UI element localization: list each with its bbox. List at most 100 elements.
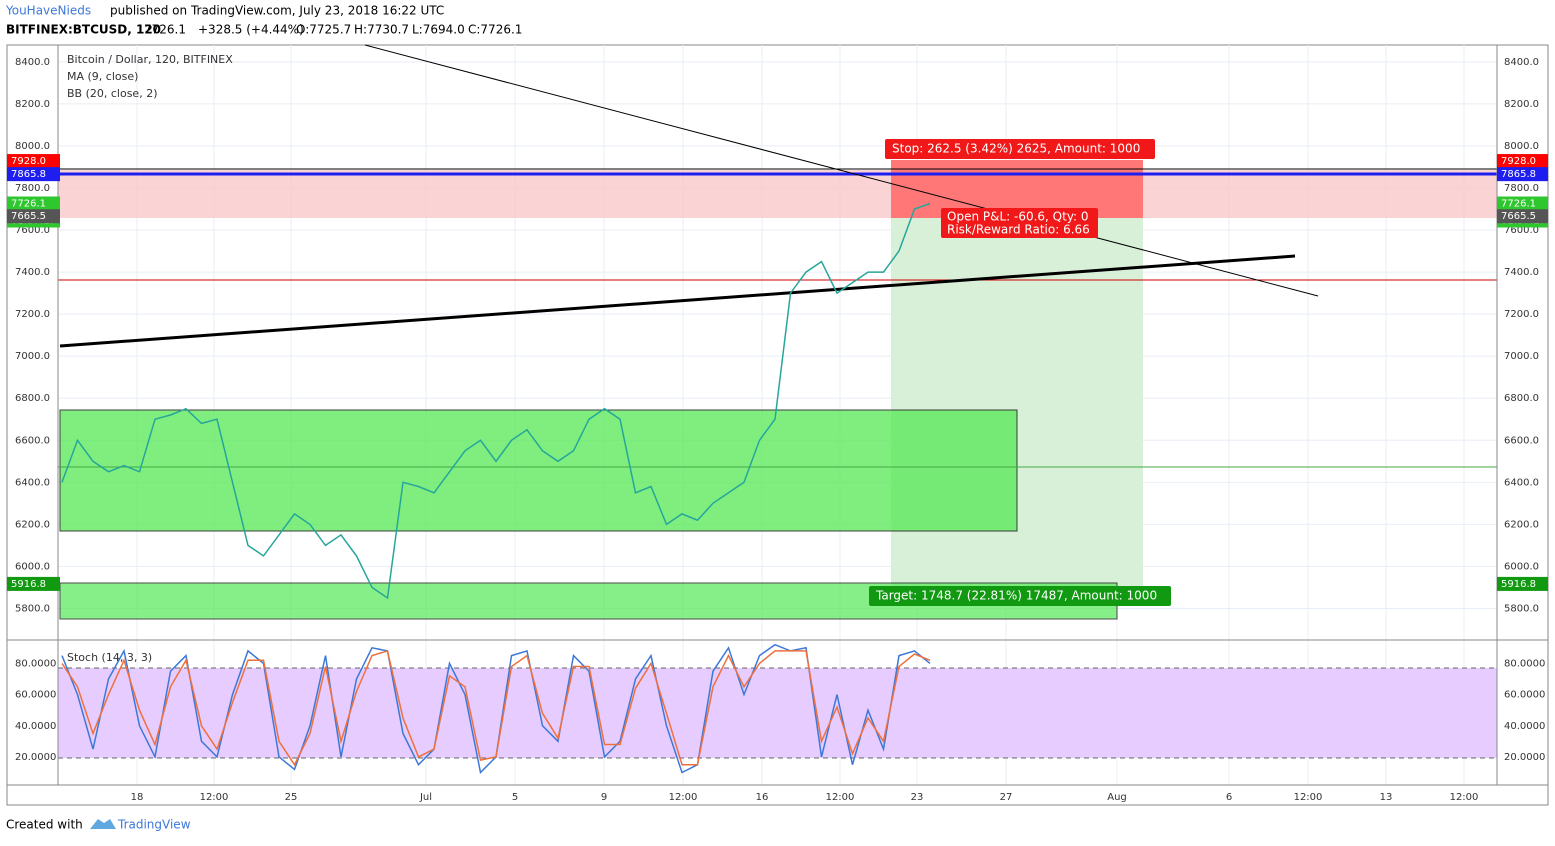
trend-line [59,254,1296,348]
y-tick-label: 7400.0 [15,267,50,278]
stop-label: Stop: 262.5 (3.42%) 2625, Amount: 1000 [892,142,1140,156]
x-tick-label: 13 [1380,792,1393,803]
price-tag [7,196,60,211]
last: 7726.1 [144,23,186,37]
trend-line [364,44,1319,297]
stoch-title: Stoch (14, 3, 3) [67,651,152,664]
rr-label: Risk/Reward Ratio: 6.66 [947,223,1090,237]
x-tick-label: 16 [756,792,769,803]
price-tag [1497,209,1548,224]
y-tick-label: 8400.0 [1504,57,1539,68]
open: O:7725.7 [296,23,351,37]
x-tick-label: 12:00 [1294,792,1323,803]
y-tick-label: 60.0000 [1504,690,1545,701]
price-tag-label: 7865.8 [1501,169,1536,180]
y-tick-label: 6200.0 [15,519,50,530]
target-label: Target: 1748.7 (22.81%) 17487, Amount: 1… [875,589,1157,603]
published: published on TradingView.com, July 23, 2… [110,4,444,18]
y-tick-label: 7000.0 [1504,351,1539,362]
y-tick-label: 20.0000 [1504,752,1545,763]
price-tag-label: 7865.8 [11,169,46,180]
y-tick-label: 6600.0 [1504,435,1539,446]
x-tick-label: 12:00 [200,792,229,803]
close: C:7726.1 [468,23,522,37]
x-tick-label: 27 [1000,792,1013,803]
legend: MA (9, close) [67,70,138,83]
y-tick-label: 8200.0 [15,99,50,110]
y-tick-label: 7600.0 [15,225,50,236]
x-tick-label: 18 [131,792,144,803]
stoch-band [58,668,1497,758]
stop-box [885,139,1155,159]
series-line [61,202,931,600]
y-tick-label: 5800.0 [1504,603,1539,614]
target-box [869,586,1171,606]
y-tick-label: 5800.0 [15,603,50,614]
price-tag-label: 7928.0 [1501,156,1536,167]
y-tick-label: 7200.0 [1504,309,1539,320]
target-zone [891,218,1143,590]
author[interactable]: YouHaveNieds [5,4,91,18]
y-tick-label: 8000.0 [15,141,50,152]
low: L:7694.0 [412,23,465,37]
x-tick-label: 12:00 [1450,792,1479,803]
price-tag [7,154,60,169]
price-tag-label: 5916.8 [1501,579,1536,590]
price-tag-label: 7726.1 [11,199,46,210]
y-tick-label: 7800.0 [1504,183,1539,194]
price-tag [1497,154,1548,169]
x-tick-label: 12:00 [826,792,855,803]
brand[interactable]: TradingView [117,818,191,832]
y-tick-label: 6600.0 [15,435,50,446]
y-tick-label: 6400.0 [15,477,50,488]
y-tick-label: 6800.0 [1504,393,1539,404]
y-tick-label: 40.0000 [15,721,56,732]
y-tick-label: 6800.0 [15,393,50,404]
series-line [61,649,931,767]
price-tag-label: 7928.0 [11,156,46,167]
y-tick-label: 8200.0 [1504,99,1539,110]
footer: Created with [6,818,83,832]
legend: BB (20, close, 2) [67,87,158,100]
y-tick-label: 6000.0 [1504,561,1539,572]
legend: Bitcoin / Dollar, 120, BITFINEX [67,53,233,66]
x-tick-label: 6 [1226,792,1232,803]
support-box [59,409,1018,532]
x-tick-label: 5 [512,792,518,803]
x-tick-label: Aug [1107,792,1127,803]
y-tick-label: 7600.0 [1504,225,1539,236]
x-tick-label: 9 [601,792,607,803]
price-tag-label: 5916.8 [11,579,46,590]
logo [90,819,116,829]
price-tag [1497,196,1548,211]
y-tick-label: 6400.0 [1504,477,1539,488]
pnl-box [941,208,1098,238]
price-tag [7,209,60,224]
y-tick-label: 7000.0 [15,351,50,362]
y-tick-label: 6000.0 [15,561,50,572]
y-tick-label: 6200.0 [1504,519,1539,530]
change: +328.5 (+4.44%) [198,23,304,37]
y-tick-label: 7400.0 [1504,267,1539,278]
y-tick-label: 40.0000 [1504,721,1545,732]
y-tick-label: 80.0000 [1504,658,1545,669]
price-tag [7,576,60,591]
symbol: BITFINEX:BTCUSD, 120 [6,23,161,37]
high: H:7730.7 [354,23,409,37]
frame [6,44,1549,806]
y-tick-label: 8400.0 [15,57,50,68]
price-tag [7,167,60,182]
x-tick-label: 23 [911,792,924,803]
x-tick-label: Jul [419,792,432,803]
x-tick-label: 25 [285,792,298,803]
price-tag-label: 7665.5 [1501,211,1536,222]
pnl-label: Open P&L: -60.6, Qty: 0 [947,210,1089,224]
y-tick-label: 7200.0 [15,309,50,320]
y-tick-label: 80.0000 [15,658,56,669]
price-tag-label: 7726.1 [1501,199,1536,210]
price-tag-label: 7665.5 [11,211,46,222]
y-tick-label: 8000.0 [1504,141,1539,152]
price-tag [1497,576,1548,591]
